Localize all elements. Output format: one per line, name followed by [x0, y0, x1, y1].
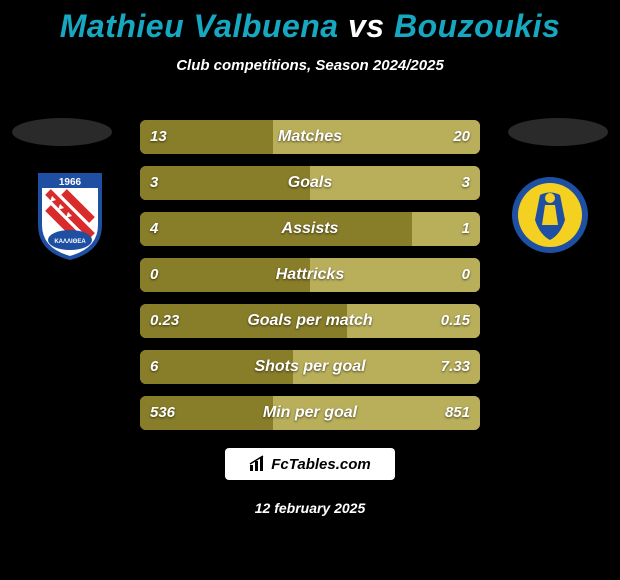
stat-label: Goals per match	[140, 304, 480, 338]
stat-row: Shots per goal6 7.33	[140, 350, 480, 384]
title-vs: vs	[348, 8, 385, 44]
stat-value-left: 536	[150, 396, 175, 430]
shadow-ellipse-right	[508, 118, 608, 146]
stat-value-right: 7.33	[441, 350, 470, 384]
stat-row: Matches13 20	[140, 120, 480, 154]
fctables-logo: FcTables.com	[225, 448, 395, 480]
comparison-bars: Matches13 20 Goals3 3 Assists4 1 Hattricks0 0 Go…	[140, 120, 480, 442]
stat-value-left: 6	[150, 350, 158, 384]
stat-label: Hattricks	[140, 258, 480, 292]
stat-row: Min per goal536 851	[140, 396, 480, 430]
stat-label: Shots per goal	[140, 350, 480, 384]
stat-value-right: 0	[462, 258, 470, 292]
stat-value-right: 3	[462, 166, 470, 200]
shadow-ellipse-left	[12, 118, 112, 146]
chart-icon	[249, 455, 267, 473]
panaitolikos-crest-icon	[510, 170, 590, 260]
kallithea-crest-icon: 1966 ΚΑΛΛΙΘΕΑ	[30, 170, 110, 260]
stat-value-right: 20	[453, 120, 470, 154]
fctables-logo-text: FcTables.com	[271, 456, 370, 473]
player2-name: Bouzoukis	[394, 8, 560, 44]
svg-text:ΚΑΛΛΙΘΕΑ: ΚΑΛΛΙΘΕΑ	[54, 239, 86, 245]
stat-value-left: 3	[150, 166, 158, 200]
stat-row: Goals3 3	[140, 166, 480, 200]
stat-label: Matches	[140, 120, 480, 154]
footer-date: 12 february 2025	[0, 500, 620, 516]
stat-value-left: 13	[150, 120, 167, 154]
stat-label: Min per goal	[140, 396, 480, 430]
stat-value-right: 1	[462, 212, 470, 246]
stat-value-right: 0.15	[441, 304, 470, 338]
stat-value-right: 851	[445, 396, 470, 430]
player1-name: Mathieu Valbuena	[60, 8, 339, 44]
stat-label: Assists	[140, 212, 480, 246]
stat-value-left: 4	[150, 212, 158, 246]
stat-row: Assists4 1	[140, 212, 480, 246]
stat-value-left: 0.23	[150, 304, 179, 338]
player2-club-crest	[510, 170, 590, 265]
subtitle: Club competitions, Season 2024/2025	[0, 57, 620, 74]
stat-value-left: 0	[150, 258, 158, 292]
svg-text:1966: 1966	[59, 177, 82, 188]
player1-club-crest: 1966 ΚΑΛΛΙΘΕΑ	[30, 170, 110, 265]
stat-label: Goals	[140, 166, 480, 200]
stat-row: Hattricks0 0	[140, 258, 480, 292]
stat-row: Goals per match0.23 0.15	[140, 304, 480, 338]
comparison-title: Mathieu Valbuena vs Bouzoukis	[0, 0, 620, 45]
